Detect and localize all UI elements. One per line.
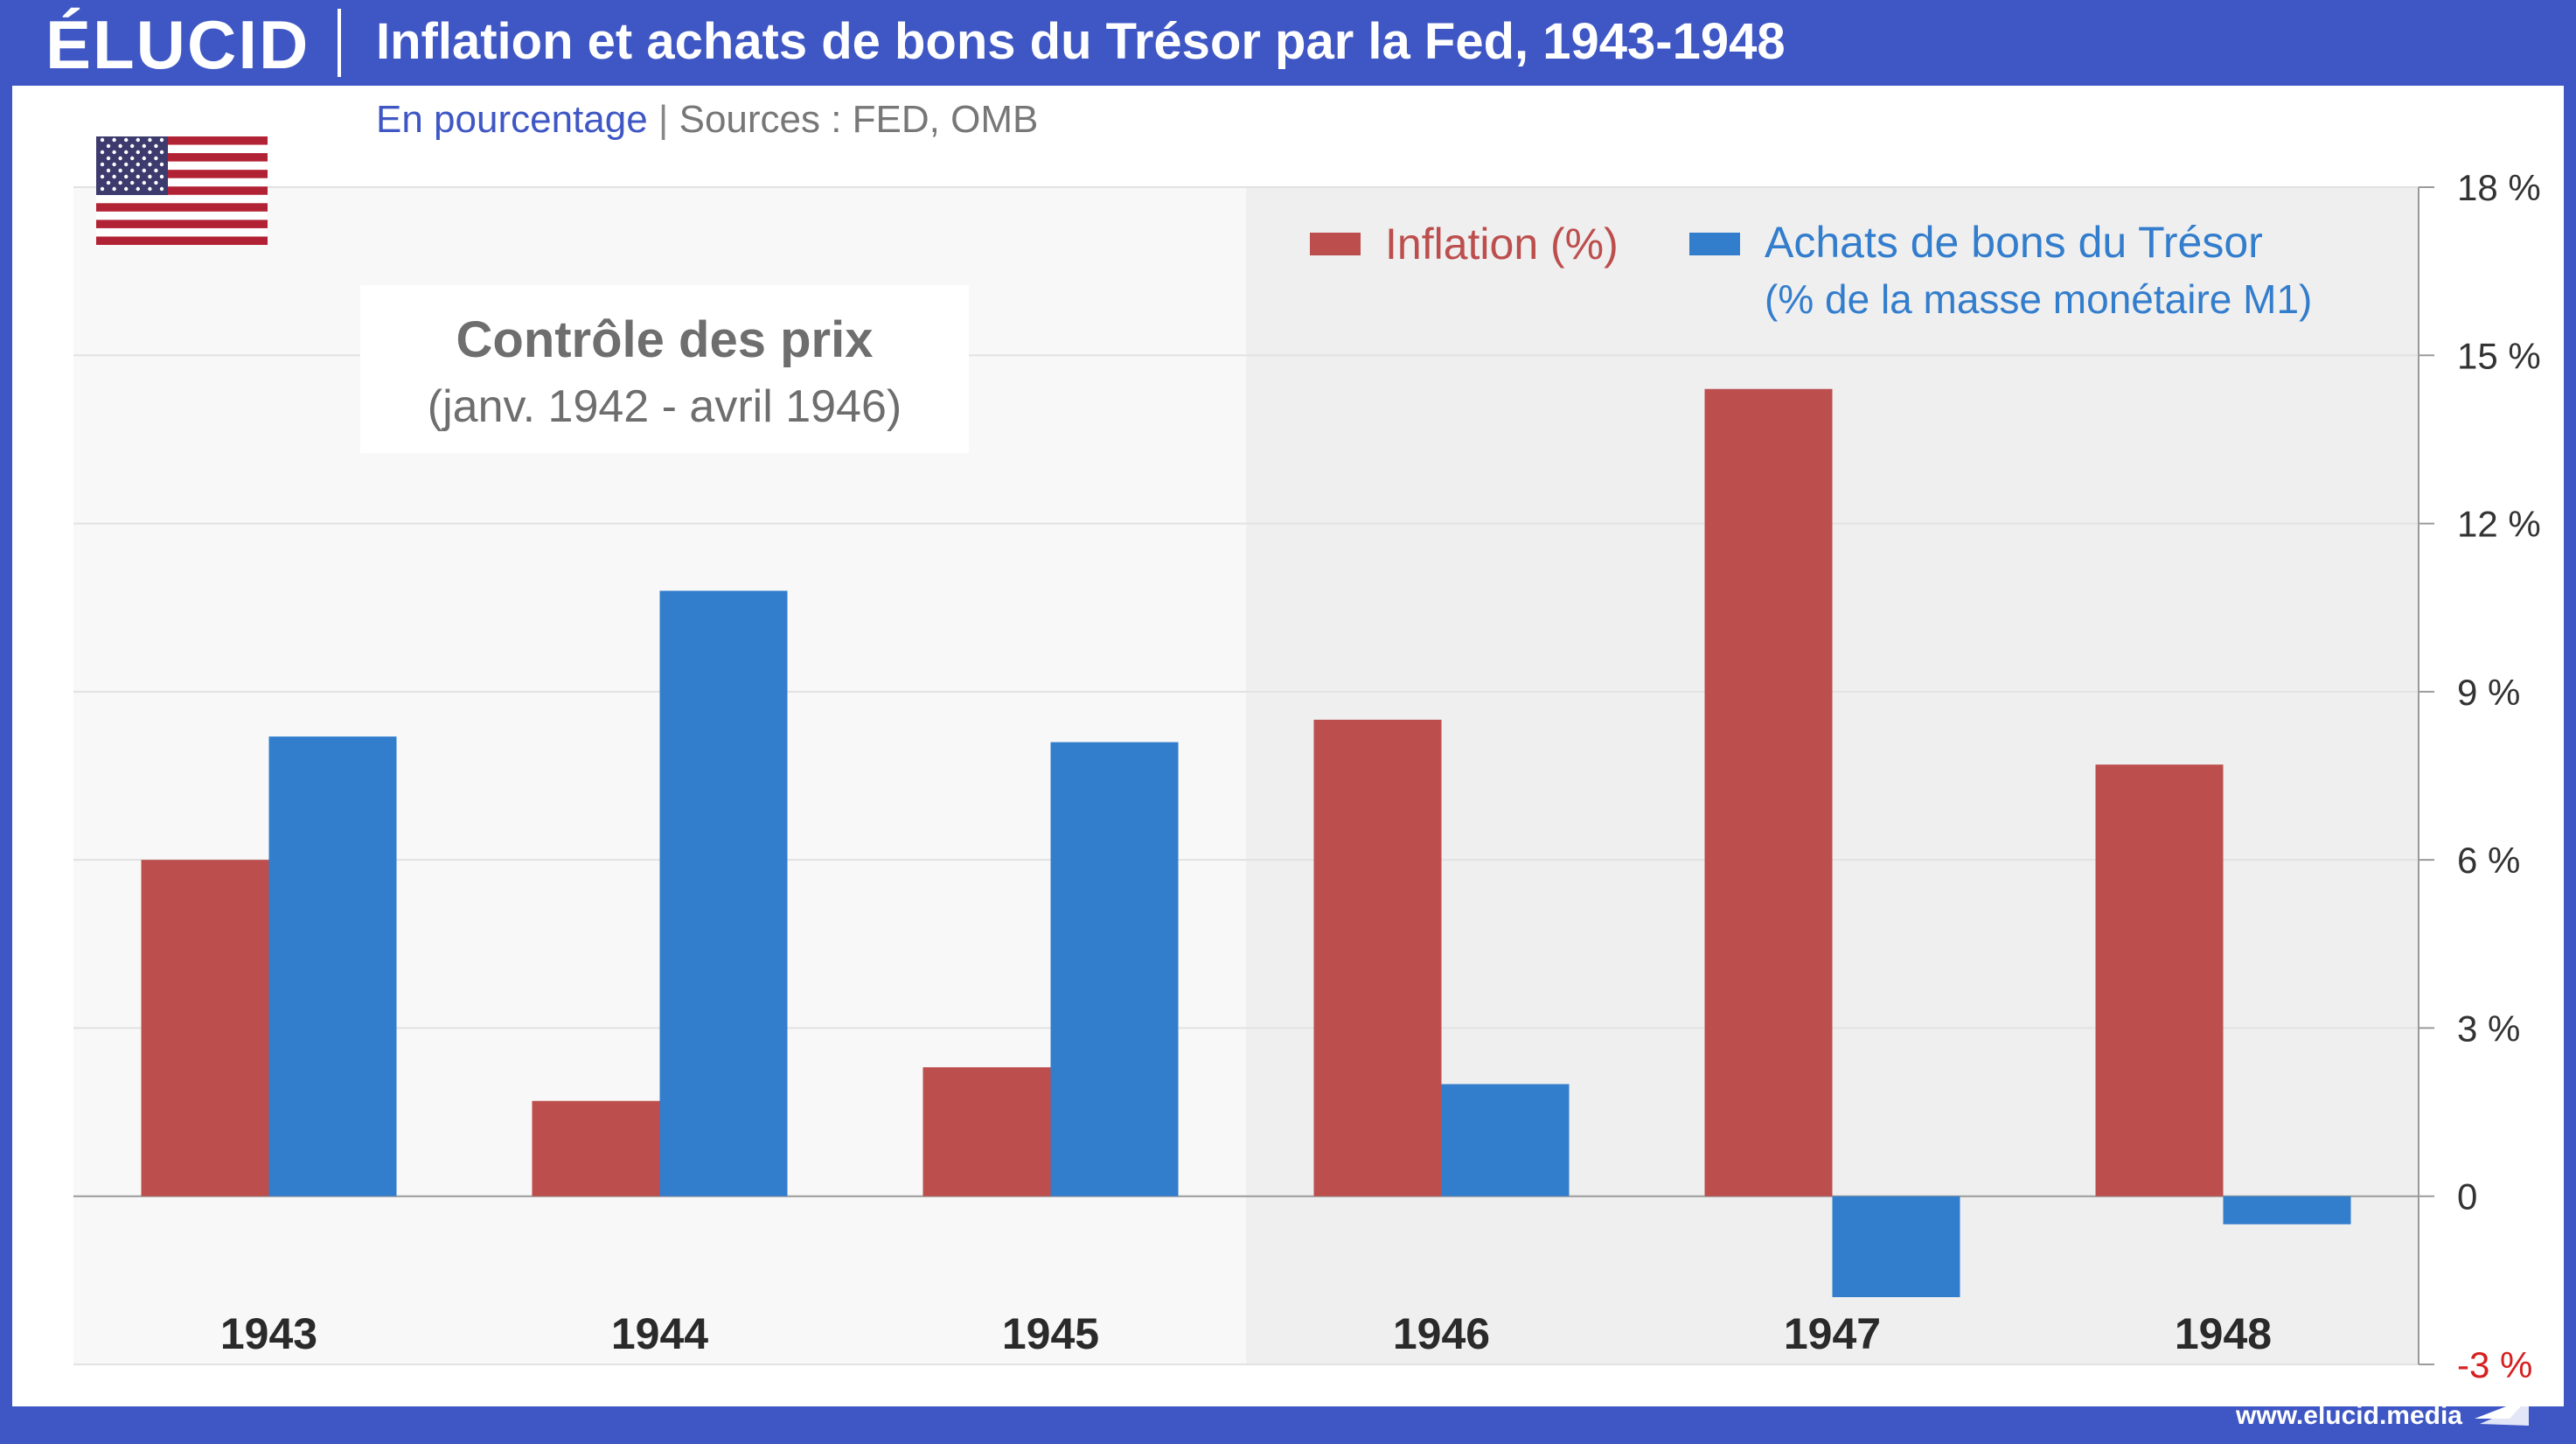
legend-swatch-treasury [1689,233,1740,255]
subtitle-sources: Sources : FED, OMB [679,98,1039,141]
subtitle-unit: En pourcentage [376,98,648,141]
header-bar: ÉLUCID Inflation et achats de bons du Tr… [0,0,2576,86]
bar-treasury [2223,1196,2351,1224]
bar-inflation [1704,388,1833,1196]
x-tick-label: 1944 [611,1309,708,1358]
bar-treasury [1050,742,1179,1196]
legend-label-inflation: Inflation (%) [1385,220,1619,269]
x-tick-label: 1946 [1393,1309,1490,1358]
bar-inflation [2095,764,2224,1196]
y-tick-label: -3 % [2457,1344,2532,1385]
subtitle-separator: | [658,98,669,141]
bar-inflation [141,860,269,1196]
bar-treasury [1832,1196,1960,1298]
y-tick-label: 18 % [2457,167,2541,208]
legend-label-treasury-line2: (% de la masse monétaire M1) [1765,276,2312,322]
header-divider [338,9,341,77]
y-tick-label: 0 [2457,1176,2477,1217]
y-tick-label: 3 % [2457,1008,2520,1049]
bar-inflation [1313,719,1442,1196]
annotation-title: Contrôle des prix [456,311,874,368]
bar-treasury [268,736,397,1196]
brand-logo[interactable]: ÉLUCID [45,6,310,83]
chart-subtitle: En pourcentage | Sources : FED, OMB [376,98,1038,142]
bar-treasury [659,590,788,1196]
x-tick-label: 1947 [1784,1309,1881,1358]
y-tick-label: 9 % [2457,672,2520,713]
bar-treasury [1441,1084,1570,1196]
bar-inflation [922,1067,1051,1196]
x-tick-label: 1943 [220,1309,317,1358]
y-tick-label: 15 % [2457,335,2541,376]
y-tick-label: 12 % [2457,504,2541,545]
us-flag-icon [96,136,268,249]
elucid-arrow-icon [2475,1394,2531,1434]
annotation-box [360,285,969,453]
footer-url[interactable]: www.elucid.media [2236,1401,2462,1430]
legend-label-treasury: Achats de bons du Trésor [1765,218,2263,267]
annotation-subtitle: (janv. 1942 - avril 1946) [428,381,902,432]
bar-inflation [532,1100,660,1196]
legend-swatch-inflation [1310,233,1361,255]
chart-title: Inflation et achats de bons du Trésor pa… [376,13,1786,70]
y-tick-label: 6 % [2457,840,2520,881]
x-tick-label: 1948 [2175,1309,2272,1358]
x-tick-label: 1945 [1002,1309,1099,1358]
